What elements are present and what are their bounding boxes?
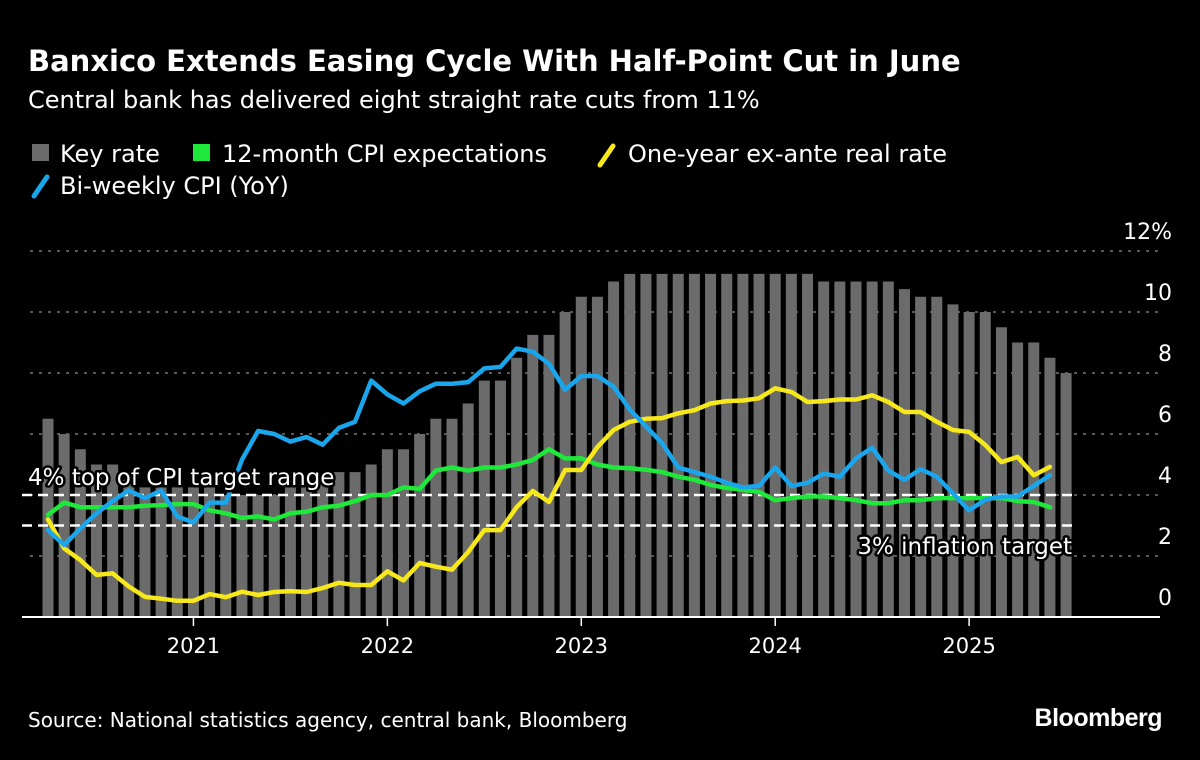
key-rate-bar bbox=[818, 281, 830, 617]
y-tick-label: 10 bbox=[1144, 281, 1172, 306]
key-rate-bar bbox=[979, 312, 991, 617]
key-rate-bar bbox=[995, 327, 1007, 617]
key-rate-bar bbox=[624, 273, 636, 617]
key-rate-bar bbox=[123, 479, 135, 617]
key-rate-bar bbox=[737, 273, 749, 617]
x-axis: 2021 2022 2023 2024 2025 bbox=[22, 616, 1160, 658]
key-rate-bar bbox=[446, 418, 458, 617]
key-rate-bar bbox=[155, 487, 167, 617]
y-tick-label: 2 bbox=[1158, 525, 1172, 550]
y-tick-label: 12% bbox=[1123, 220, 1172, 245]
x-tick-label: 2023 bbox=[555, 634, 608, 658]
key-rate-bar bbox=[559, 312, 571, 617]
cpi-expectations-line bbox=[45, 447, 1053, 522]
bloomberg-logo: Bloomberg bbox=[1035, 704, 1162, 732]
key-rate-bar bbox=[204, 487, 216, 617]
key-rate-bar bbox=[543, 334, 555, 617]
chart-subtitle: Central bank has delivered eight straigh… bbox=[28, 86, 760, 114]
key-rate-bar bbox=[705, 273, 717, 617]
key-rate-bar bbox=[90, 464, 102, 617]
legend-key-rate-label: Key rate bbox=[60, 140, 160, 168]
y-tick-label: 8 bbox=[1158, 342, 1172, 367]
legend-cpi-expectations-swatch-icon bbox=[193, 144, 210, 161]
key-rate-bar bbox=[898, 289, 910, 617]
key-rate-bar bbox=[317, 479, 329, 617]
key-rate-bar bbox=[1028, 342, 1040, 617]
x-tick-label: 2022 bbox=[361, 634, 414, 658]
key-rate-bar bbox=[802, 273, 814, 617]
key-rate-bar bbox=[284, 487, 296, 617]
key-rate-bar bbox=[220, 495, 232, 617]
key-rate-bar bbox=[721, 273, 733, 617]
key-rate-bar bbox=[430, 418, 442, 617]
key-rate-bar bbox=[333, 472, 345, 617]
key-rate-bar bbox=[268, 495, 280, 617]
key-rate-bar bbox=[688, 273, 700, 617]
legend-key-rate-swatch-icon bbox=[32, 144, 49, 161]
key-rate-bar bbox=[107, 464, 119, 617]
key-rate-bar bbox=[349, 472, 361, 617]
chart-title: Banxico Extends Easing Cycle With Half-P… bbox=[28, 44, 961, 78]
key-rate-bar bbox=[494, 380, 506, 617]
key-rate-bar bbox=[1044, 357, 1056, 617]
key-rate-bar bbox=[462, 403, 474, 617]
legend-real-rate-label: One-year ex-ante real rate bbox=[628, 140, 947, 168]
key-rate-bar bbox=[511, 357, 523, 617]
key-rate-bar bbox=[769, 273, 781, 617]
key-rate-bar bbox=[931, 296, 943, 617]
x-tick-label: 2021 bbox=[167, 634, 220, 658]
key-rate-bar bbox=[850, 281, 862, 617]
y-tick-label: 4 bbox=[1158, 464, 1172, 489]
key-rate-bar bbox=[365, 464, 377, 617]
legend-real-rate-line-icon bbox=[597, 143, 616, 168]
key-rate-bar bbox=[301, 487, 313, 617]
key-rate-bar bbox=[834, 281, 846, 617]
biweekly-cpi-line bbox=[45, 346, 1053, 548]
key-rate-bar bbox=[608, 281, 620, 617]
key-rate-bar bbox=[478, 380, 490, 617]
key-rate-bar bbox=[915, 296, 927, 617]
key-rate-bar bbox=[58, 434, 70, 617]
key-rate-bar bbox=[252, 495, 264, 617]
key-rate-bar bbox=[414, 434, 426, 617]
source-note: Source: National statistics agency, cent… bbox=[28, 708, 627, 732]
key-rate-bar bbox=[882, 281, 894, 617]
key-rate-bar bbox=[398, 449, 410, 617]
x-tick-label: 2024 bbox=[748, 634, 801, 658]
legend-biweekly-cpi-label: Bi-weekly CPI (YoY) bbox=[60, 172, 289, 200]
key-rate-bar bbox=[381, 449, 393, 617]
key-rate-bar bbox=[187, 487, 199, 617]
key-rate-bar bbox=[591, 296, 603, 617]
key-rate-bar bbox=[236, 495, 248, 617]
key-rate-bar bbox=[640, 273, 652, 617]
key-rate-bar bbox=[1012, 342, 1024, 617]
key-rate-bar bbox=[171, 487, 183, 617]
key-rate-bar bbox=[753, 273, 765, 617]
x-tick-label: 2025 bbox=[942, 634, 995, 658]
y-tick-label: 6 bbox=[1158, 403, 1172, 428]
legend: Key rate 12-month CPI expectations One-y… bbox=[31, 140, 947, 200]
y-axis: 0 2 4 6 8 10 12% bbox=[1123, 220, 1172, 611]
series-lines bbox=[45, 346, 1053, 604]
key-rate-bar bbox=[963, 312, 975, 617]
legend-cpi-expectations-label: 12-month CPI expectations bbox=[222, 140, 547, 168]
legend-biweekly-cpi-line-icon bbox=[31, 174, 50, 199]
key-rate-bar bbox=[139, 487, 151, 617]
annotation-4pct: 4% top of CPI target range bbox=[28, 465, 334, 491]
annotation-3pct: 3% inflation target bbox=[857, 534, 1072, 560]
key-rate-bar bbox=[672, 273, 684, 617]
key-rate-bar bbox=[947, 304, 959, 617]
key-rate-bar bbox=[74, 449, 86, 617]
key-rate-bar bbox=[785, 273, 797, 617]
y-tick-label: 0 bbox=[1158, 586, 1172, 611]
real-rate-line bbox=[45, 386, 1053, 604]
key-rate-bar bbox=[527, 334, 539, 617]
